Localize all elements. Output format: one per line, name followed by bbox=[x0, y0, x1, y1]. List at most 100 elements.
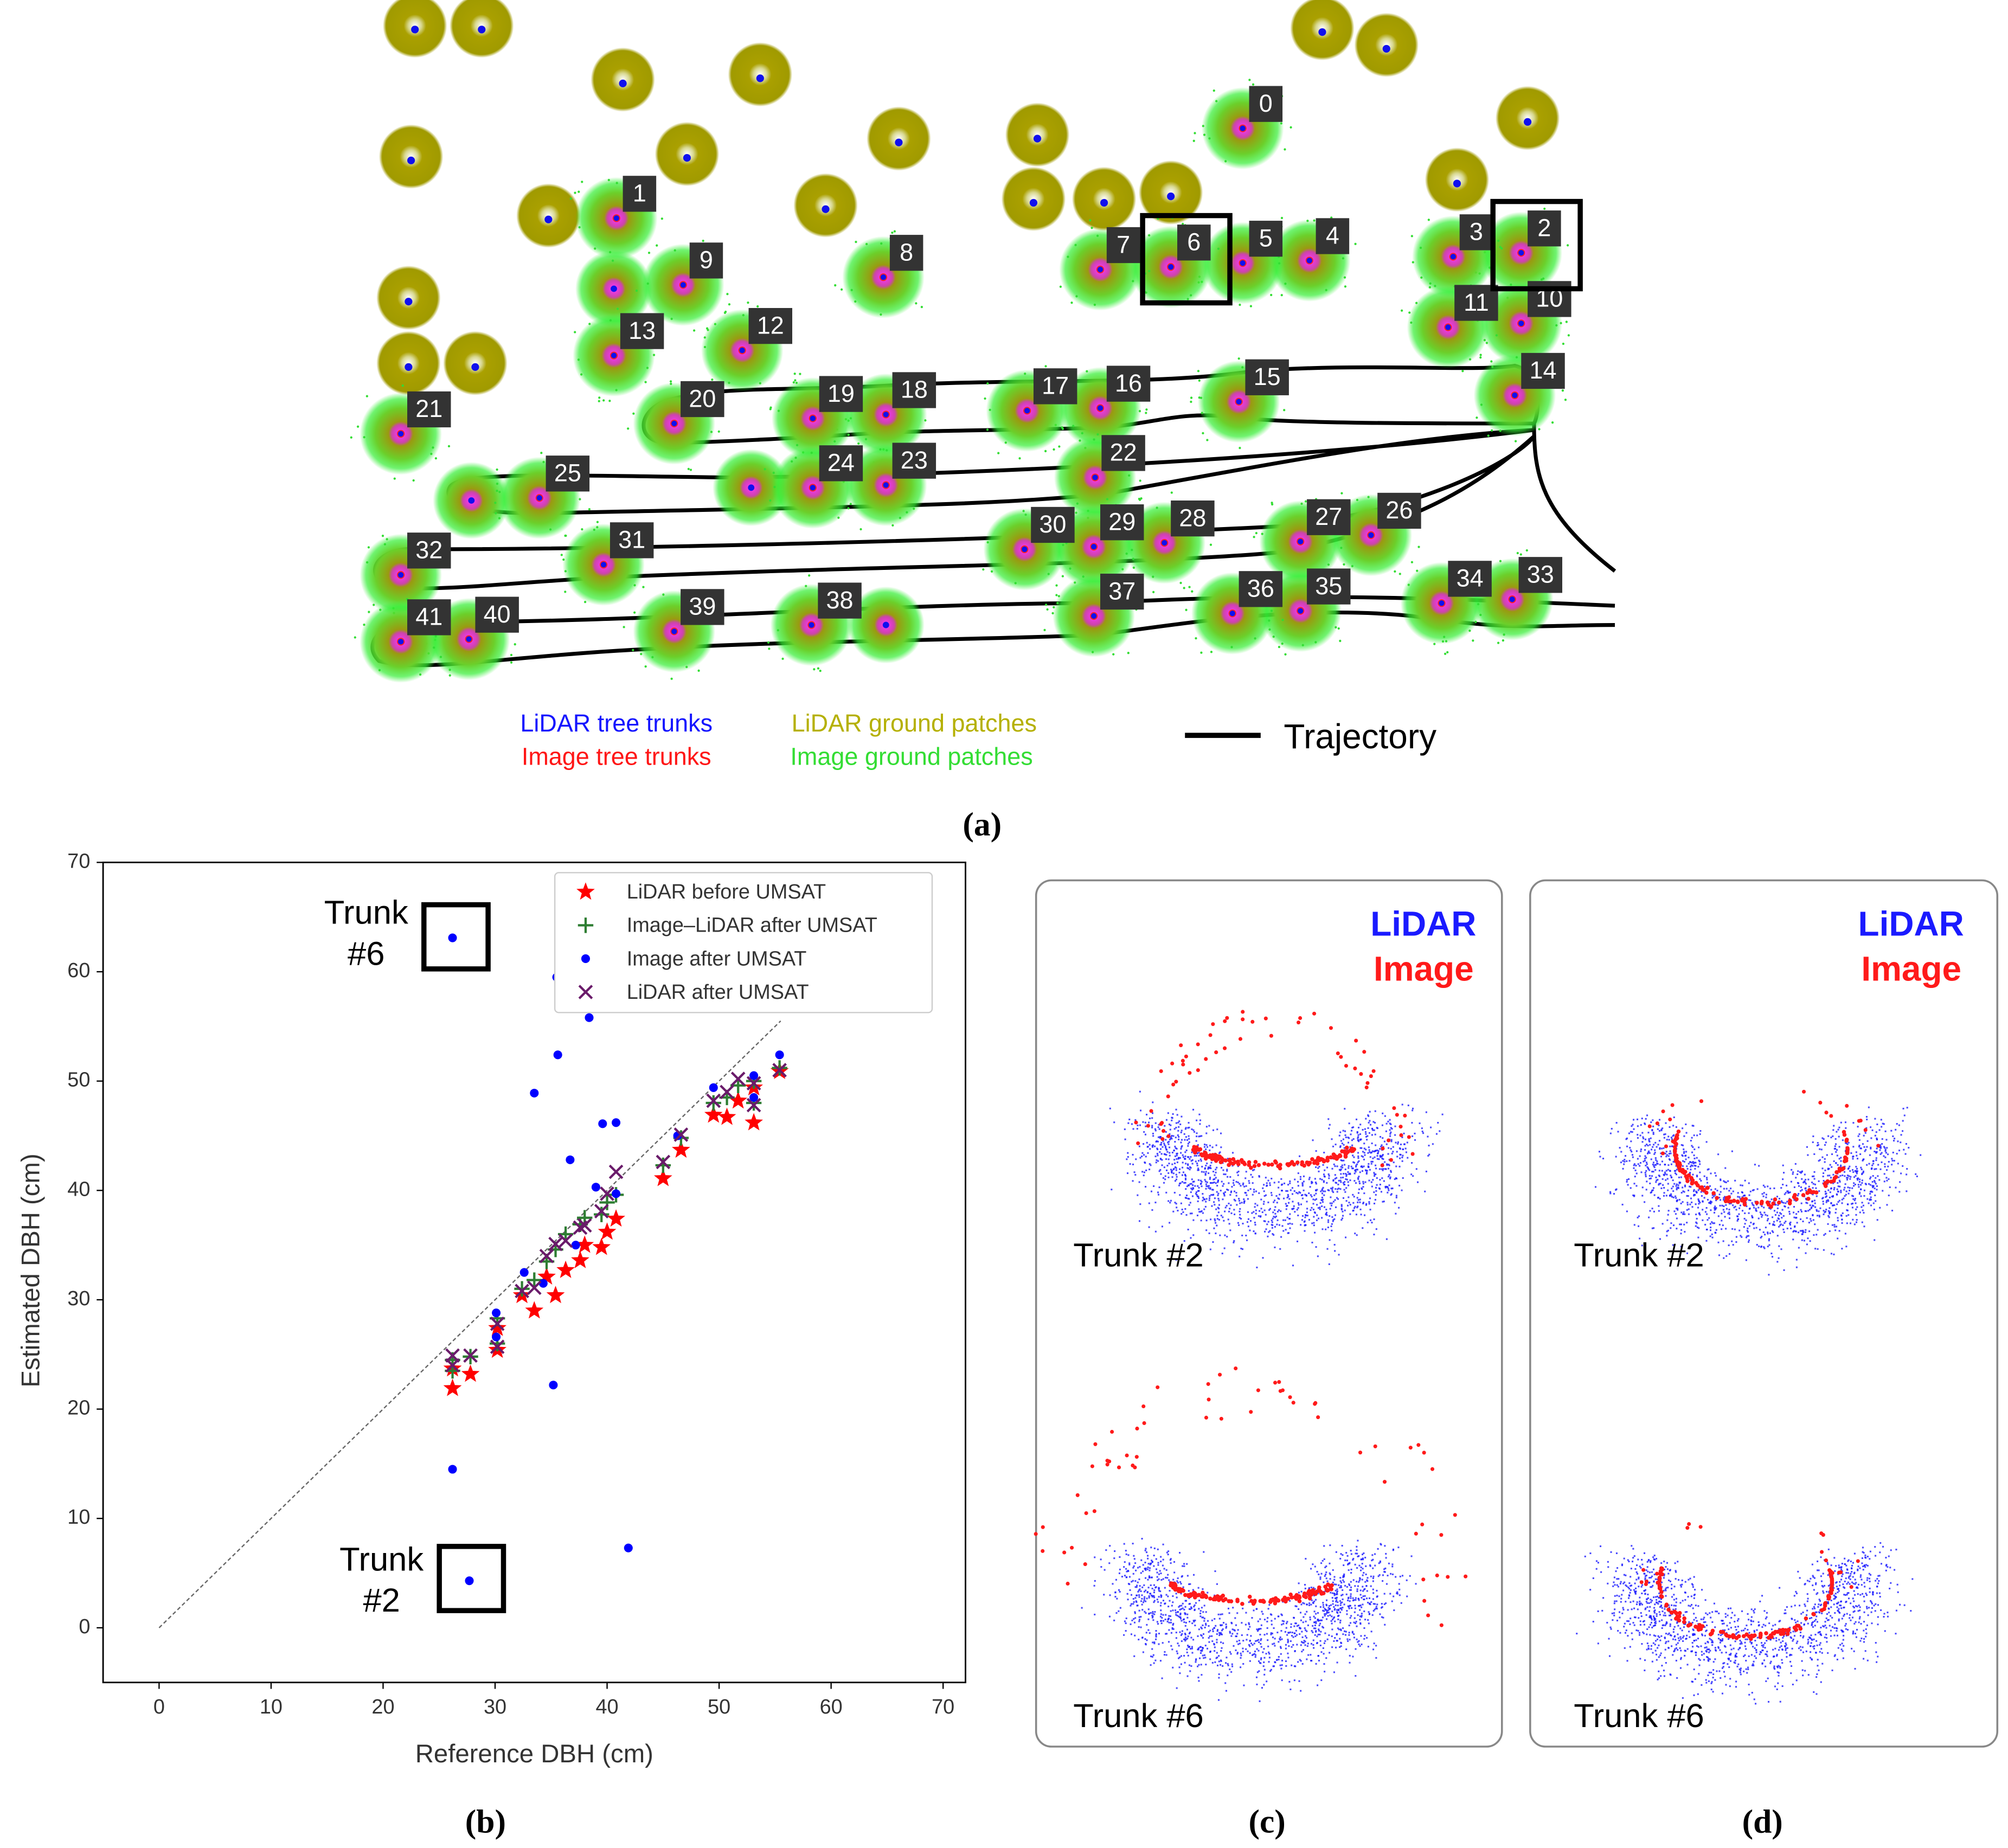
lidar-point bbox=[1314, 1624, 1316, 1627]
lidar-point bbox=[1370, 1151, 1373, 1153]
lidar-point bbox=[1159, 1590, 1162, 1593]
ground-speck bbox=[642, 586, 645, 588]
ground-speck bbox=[549, 528, 552, 531]
lidar-point bbox=[1274, 1645, 1276, 1647]
lidar-point bbox=[1313, 1621, 1316, 1624]
lidar-point bbox=[1188, 1632, 1190, 1634]
lidar-point bbox=[1241, 1622, 1243, 1624]
lidar-point bbox=[1211, 1189, 1213, 1191]
ground-speck bbox=[602, 399, 605, 402]
lidar-point bbox=[1342, 1197, 1345, 1199]
ground-speck bbox=[1182, 222, 1184, 226]
ground-speck bbox=[632, 412, 635, 415]
tree-label-box bbox=[1448, 561, 1492, 597]
lidar-point bbox=[1148, 1121, 1150, 1124]
ground-speck bbox=[1410, 321, 1413, 324]
ground-speck bbox=[703, 345, 707, 349]
lidar-point bbox=[1208, 1185, 1210, 1187]
lidar-point bbox=[1317, 1612, 1319, 1614]
lidar-point bbox=[1735, 1209, 1737, 1211]
lidar-point bbox=[1836, 1131, 1838, 1133]
lidar-point bbox=[1218, 1634, 1221, 1637]
lidar-trunk bbox=[810, 415, 816, 421]
lidar-point bbox=[1645, 1157, 1647, 1159]
image-point bbox=[1204, 1057, 1208, 1061]
lidar-point bbox=[1881, 1126, 1883, 1128]
lidar-point bbox=[1355, 1621, 1357, 1623]
ground-speck bbox=[1490, 360, 1493, 363]
lidar-point bbox=[1356, 1169, 1358, 1171]
lidar-point bbox=[1163, 1568, 1165, 1570]
lidar-point bbox=[1369, 1565, 1371, 1567]
lidar-point bbox=[1302, 1602, 1304, 1604]
ground-speck bbox=[1047, 573, 1050, 575]
lidar-point bbox=[1248, 1601, 1250, 1603]
lidar-point bbox=[1192, 1219, 1195, 1221]
lidar-point bbox=[1209, 1178, 1211, 1180]
lidar-point bbox=[1305, 1214, 1307, 1216]
image-point bbox=[1278, 1389, 1282, 1393]
lidar-point bbox=[1373, 1151, 1375, 1153]
image-point bbox=[1219, 1416, 1223, 1421]
tree-label-box bbox=[819, 376, 863, 412]
lidar-point bbox=[1340, 1205, 1343, 1207]
lidar-point bbox=[1113, 1619, 1115, 1621]
lidar-point bbox=[1246, 1239, 1248, 1241]
tree-label-box bbox=[1100, 573, 1144, 610]
lidar-point bbox=[1188, 1126, 1190, 1128]
tree-label: 2 bbox=[1537, 214, 1551, 242]
lidar-point bbox=[1728, 1213, 1730, 1215]
lidar-point bbox=[1676, 1217, 1678, 1220]
image-point bbox=[1171, 1082, 1176, 1087]
lidar-point bbox=[1231, 1186, 1233, 1188]
tree-label: 9 bbox=[700, 246, 713, 274]
ground-speck bbox=[1090, 227, 1093, 229]
lidar-point bbox=[1185, 1127, 1187, 1129]
image-point bbox=[1329, 1155, 1333, 1160]
lidar-point bbox=[1348, 1173, 1350, 1175]
lidar-point bbox=[1325, 1571, 1327, 1574]
lidar-point bbox=[1316, 1214, 1318, 1216]
ground-speck bbox=[593, 528, 595, 531]
lidar-point bbox=[1260, 1646, 1262, 1648]
lidar-point bbox=[1372, 1588, 1374, 1590]
lidar-point bbox=[1391, 1573, 1394, 1575]
lidar-point bbox=[1218, 1673, 1220, 1676]
lidar-trunk bbox=[748, 484, 755, 491]
lidar-point bbox=[1355, 1171, 1357, 1173]
lidar-point bbox=[1266, 1182, 1268, 1184]
ground-speck bbox=[596, 526, 599, 529]
lidar-point bbox=[1333, 1606, 1335, 1608]
lidar-point bbox=[1364, 1556, 1367, 1559]
lidar-point bbox=[1189, 1603, 1191, 1605]
lidar-point bbox=[1311, 1241, 1313, 1243]
ground-speck bbox=[580, 373, 583, 376]
lidar-point bbox=[1218, 1204, 1221, 1206]
lidar-point bbox=[1760, 1236, 1762, 1239]
ground-speck bbox=[1420, 276, 1423, 279]
lidar-point bbox=[1330, 1196, 1332, 1198]
lidar-point bbox=[1293, 1632, 1295, 1634]
ground-speck bbox=[1112, 653, 1115, 656]
lidar-point bbox=[1191, 1647, 1194, 1650]
lidar-point bbox=[1370, 1585, 1372, 1587]
lidar-trunk bbox=[1167, 193, 1175, 201]
ground-speck bbox=[1561, 389, 1564, 392]
lidar-point bbox=[1313, 1594, 1316, 1596]
ground-speck bbox=[644, 381, 647, 383]
lidar-point bbox=[1362, 1202, 1364, 1205]
lidar-point bbox=[1366, 1579, 1368, 1581]
lidar-point bbox=[1268, 1209, 1271, 1211]
image-point bbox=[1295, 1160, 1300, 1165]
ground-speck bbox=[1278, 262, 1281, 265]
lidar-point bbox=[1748, 1212, 1750, 1214]
ground-speck bbox=[1202, 125, 1204, 127]
lidar-point bbox=[1802, 1182, 1805, 1184]
lidar-point bbox=[1882, 1122, 1884, 1125]
lidar-point bbox=[1188, 1198, 1190, 1200]
lidar-point bbox=[1356, 1588, 1358, 1590]
lidar-point bbox=[1281, 1620, 1284, 1622]
image-point bbox=[1298, 1016, 1303, 1021]
lidar-point bbox=[1203, 1605, 1205, 1607]
ground-speck bbox=[386, 538, 388, 541]
